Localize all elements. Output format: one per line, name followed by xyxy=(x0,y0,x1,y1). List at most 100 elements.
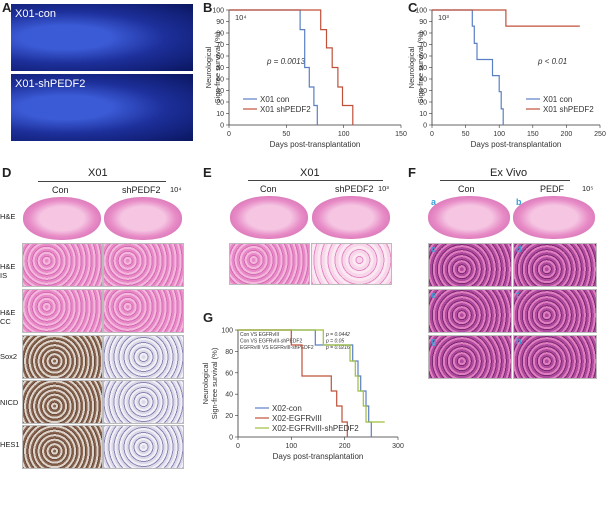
brain-section-e-con xyxy=(230,196,308,239)
histology-e-con xyxy=(229,243,310,285)
y-tick-label: 20 xyxy=(225,413,233,420)
panel-label-d: D xyxy=(2,165,12,180)
panel-d-col-shpedf2: shPEDF2 xyxy=(122,185,161,195)
y-tick-label: 40 xyxy=(216,77,224,84)
histology-he-cc-shpedf2 xyxy=(103,289,184,333)
chart-title: 10³ xyxy=(438,13,449,22)
histology-he-is-shpedf2 xyxy=(103,243,184,287)
x-tick-label: 300 xyxy=(392,443,404,450)
x-tick-label: 0 xyxy=(227,131,231,138)
y-tick-label: 10 xyxy=(216,111,224,118)
y-tick-label: 80 xyxy=(225,349,233,356)
ihc-hes1-shpedf2 xyxy=(103,425,184,469)
panel-label-c: C xyxy=(408,0,418,15)
histology-f-e xyxy=(428,289,512,333)
y-tick-label: 60 xyxy=(225,370,233,377)
x-tick-label: 100 xyxy=(285,443,297,450)
panel-d-row-he: H&E xyxy=(0,212,16,221)
panel-label-g: G xyxy=(203,310,214,325)
x-tick-label: 150 xyxy=(527,131,539,138)
ihc-nicd-shpedf2 xyxy=(103,380,184,424)
x-tick-label: 100 xyxy=(338,131,350,138)
tile-label-g: g xyxy=(431,336,437,346)
series-line-2 xyxy=(432,9,580,27)
y-tick-label: 90 xyxy=(419,19,427,26)
panel-e-col-shpedf2: shPEDF2 xyxy=(335,184,374,194)
legend-label-1: X01 con xyxy=(260,95,289,104)
legend-label-3: X02-EGFRvIII-shPEDF2 xyxy=(272,424,359,433)
y-tick-label: 100 xyxy=(415,8,427,15)
histology-f-g xyxy=(428,335,512,379)
series-line-1 xyxy=(432,9,504,125)
legend-label-1: X01 con xyxy=(543,95,572,104)
panel-d-row-he-is: H&E IS xyxy=(0,262,16,280)
legend-label-2: X01 shPEDF2 xyxy=(543,105,594,114)
panel-label-f: F xyxy=(408,165,416,180)
tile-label-d: d xyxy=(516,244,522,254)
x-tick-label: 0 xyxy=(236,443,240,450)
y-tick-label: 30 xyxy=(216,88,224,95)
panel-f-col-con: Con xyxy=(458,184,475,194)
y-tick-label: 30 xyxy=(419,88,427,95)
y-tick-label: 100 xyxy=(221,328,233,335)
tile-label-b: b xyxy=(516,197,522,207)
x-tick-label: 200 xyxy=(561,131,573,138)
y-tick-label: 20 xyxy=(216,100,224,107)
x-tick-label: 200 xyxy=(339,443,351,450)
panel-e-bracket xyxy=(248,180,383,181)
panel-d-row-hes1: HES1 xyxy=(0,440,20,449)
panel-a-bottom-label: X01-shPEDF2 xyxy=(15,78,86,90)
panel-d-col-con: Con xyxy=(52,185,69,195)
x-tick-label: 50 xyxy=(462,131,470,138)
panel-label-e: E xyxy=(203,165,212,180)
y-tick-label: 60 xyxy=(419,54,427,61)
comparison-label: Con VS EGFRvIII-shPEDF2 xyxy=(240,339,302,345)
chart-title: 10⁴ xyxy=(235,13,247,22)
comparison-label: EGFRvIII VS EGFRvIII-shPEDF2 xyxy=(240,345,314,351)
histology-f-c xyxy=(428,243,512,287)
p-value-annotation: p = 0.0013 xyxy=(266,57,306,66)
y-axis-label: NeurologicalSign-free survival (%) xyxy=(408,31,425,103)
y-axis-label: NeurologicalSign-free survival (%) xyxy=(201,347,219,419)
panel-f-bracket xyxy=(440,180,570,181)
p-value-annotation: p < 0.01 xyxy=(537,57,567,66)
panel-f-title: Ex Vivo xyxy=(490,167,528,179)
x-tick-label: 0 xyxy=(430,131,434,138)
survival-chart-g: 0 20 40 60 80 100 0 100 200 300 Days post-transpla… xyxy=(201,328,404,462)
series-line-3 xyxy=(238,329,385,423)
ihc-nicd-con xyxy=(22,380,103,424)
panel-d-bracket xyxy=(38,181,166,182)
brain-section-con xyxy=(23,197,101,240)
comparison-p-value: p = 0.0442 xyxy=(325,332,350,338)
x-tick-label: 150 xyxy=(395,131,407,138)
panel-d-row-he-cc: H&E CC xyxy=(0,308,16,326)
x-tick-label: 50 xyxy=(282,131,290,138)
ihc-hes1-con xyxy=(22,425,103,469)
panel-d-title: X01 xyxy=(88,167,108,179)
x-axis-label: Days post-transplantation xyxy=(273,452,364,461)
y-tick-label: 70 xyxy=(419,42,427,49)
comparison-p-value: p = 0.05 xyxy=(325,339,344,345)
tile-label-e: e xyxy=(431,290,437,300)
histology-f-h xyxy=(513,335,597,379)
y-tick-label: 40 xyxy=(419,77,427,84)
panel-e-title: X01 xyxy=(300,167,320,179)
histology-he-cc-con xyxy=(22,289,103,333)
survival-chart-b: 0 10 20 30 40 50 60 70 80 90 100 0 50 100 150 Days post… xyxy=(205,8,407,150)
ihc-sox2-con xyxy=(22,335,103,379)
y-tick-label: 90 xyxy=(216,19,224,26)
comparison-p-value: p = 0.0216 xyxy=(325,345,350,351)
legend-label-2: X02-EGFRvIII xyxy=(272,414,322,423)
panel-label-b: B xyxy=(203,0,213,15)
histology-f-d xyxy=(513,243,597,287)
panel-a-top-label: X01-con xyxy=(15,8,56,20)
x-axis-label: Days post-transplantation xyxy=(471,140,562,149)
y-tick-label: 80 xyxy=(216,31,224,38)
x-tick-label: 250 xyxy=(594,131,606,138)
y-tick-label: 50 xyxy=(216,65,224,72)
fluorescence-image-con xyxy=(11,4,193,71)
y-tick-label: 0 xyxy=(220,123,224,130)
brain-section-f-pedf xyxy=(513,196,595,239)
brain-section-f-con xyxy=(428,196,510,239)
panel-e-dose: 10³ xyxy=(378,184,389,193)
